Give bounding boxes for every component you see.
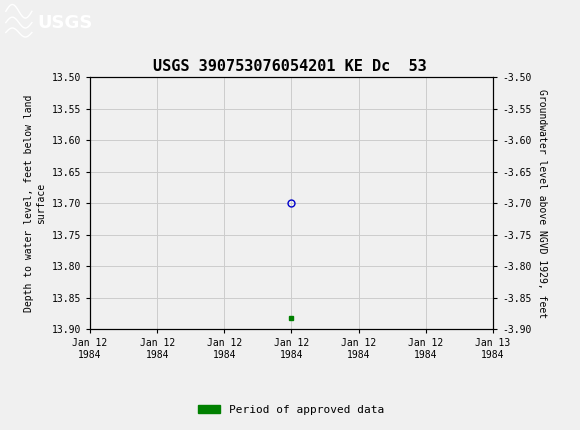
Y-axis label: Groundwater level above NGVD 1929, feet: Groundwater level above NGVD 1929, feet xyxy=(537,89,547,318)
Text: USGS 390753076054201 KE Dc  53: USGS 390753076054201 KE Dc 53 xyxy=(153,59,427,74)
Text: USGS: USGS xyxy=(38,14,93,31)
Legend: Period of approved data: Period of approved data xyxy=(194,400,389,419)
Y-axis label: Depth to water level, feet below land
surface: Depth to water level, feet below land su… xyxy=(24,95,46,312)
